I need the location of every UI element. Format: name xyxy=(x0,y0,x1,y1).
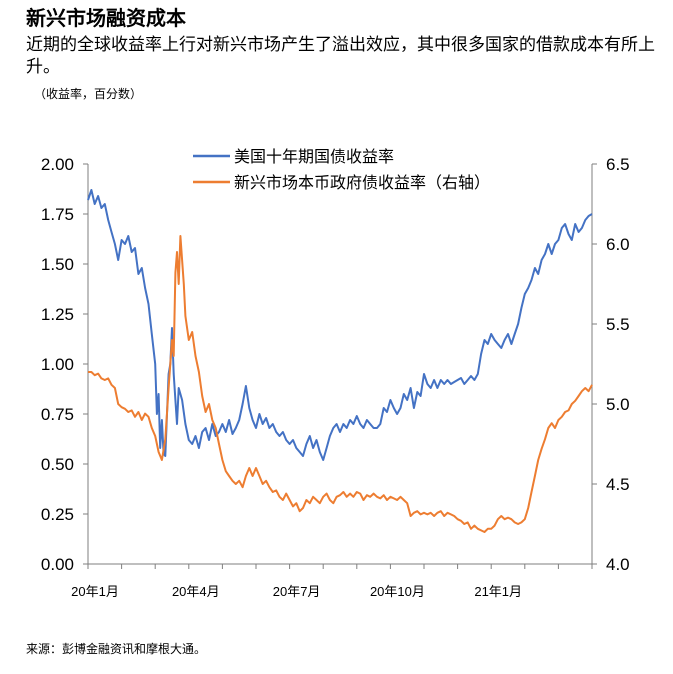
y-left-tick-label: 1.50 xyxy=(41,255,74,274)
y-right-tick-label: 4.0 xyxy=(606,555,630,574)
chart-series xyxy=(87,189,593,533)
series-line-us-treasury xyxy=(87,189,593,461)
y-right-tick-label: 4.5 xyxy=(606,475,630,494)
y-left-tick-label: 2.00 xyxy=(41,155,74,174)
legend-label-em-local: 新兴市场本币政府债收益率（右轴） xyxy=(234,174,490,192)
legend-label-us-treasury: 美国十年期国债收益率 xyxy=(234,148,394,166)
y-left-tick-label: 0.75 xyxy=(41,405,74,424)
y-left-tick-label: 1.75 xyxy=(41,205,74,224)
x-tick-label: 20年10月 xyxy=(370,584,425,599)
x-tick-label: 21年1月 xyxy=(474,584,522,599)
source-note: 来源：彭博金融资讯和摩根大通。 xyxy=(26,642,207,656)
y-right-tick-label: 5.0 xyxy=(606,395,630,414)
y-left-tick-label: 0.50 xyxy=(41,455,74,474)
series-line-em-local xyxy=(88,235,593,533)
y-right-tick-label: 6.5 xyxy=(606,155,630,174)
y-left-tick-label: 1.00 xyxy=(41,355,74,374)
chart-subtitle: 近期的全球收益率上行对新兴市场产生了溢出效应，其中很多国家的借款成本有所上升。 xyxy=(26,35,655,77)
y-left-tick-label: 0.25 xyxy=(41,505,74,524)
chart-axes: 0.00 0.25 0.50 0.75 1.00 1.25 1.50 1.75 2.00 4.0 4… xyxy=(41,155,630,599)
y-right-tick-label: 6.0 xyxy=(606,235,630,254)
unit-note: （收益率，百分数） xyxy=(34,87,143,101)
x-tick-label: 20年1月 xyxy=(71,584,119,599)
x-tick-label: 20年4月 xyxy=(172,584,220,599)
page-title: 新兴市场融资成本 xyxy=(26,6,186,30)
y-right-tick-label: 5.5 xyxy=(606,315,630,334)
y-left-tick-label: 1.25 xyxy=(41,305,74,324)
y-left-tick-label: 0.00 xyxy=(41,555,74,574)
x-tick-label: 20年7月 xyxy=(273,584,321,599)
